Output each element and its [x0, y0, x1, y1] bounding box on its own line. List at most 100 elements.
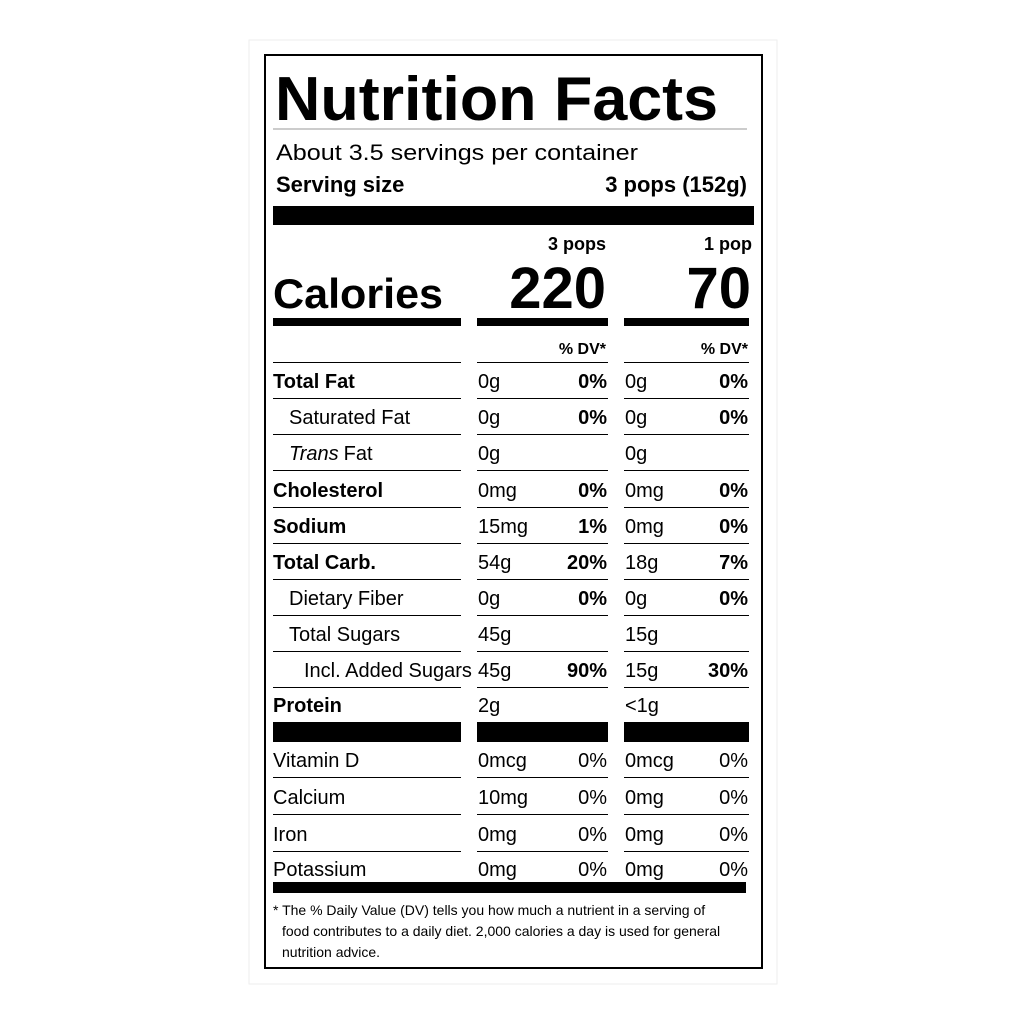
rule: [477, 851, 608, 852]
nutrient-name: Total Sugars: [289, 624, 400, 646]
amount: 2g: [478, 695, 500, 717]
calories-label: Calories: [273, 270, 443, 317]
amount: 0mcg: [478, 750, 527, 772]
daily-value: 0%: [719, 588, 748, 610]
daily-value: 0%: [578, 371, 607, 393]
nutrient-name: Cholesterol: [273, 480, 383, 502]
daily-value: 90%: [567, 660, 607, 682]
nutrient-name: Total Carb.: [273, 552, 376, 574]
vitamin-name: Iron: [273, 824, 307, 846]
daily-value: 1%: [578, 516, 607, 538]
amount: 45g: [478, 624, 511, 646]
amount: 0mg: [478, 480, 517, 502]
amount: 15g: [625, 660, 658, 682]
daily-value: 0%: [719, 859, 748, 881]
thick-bar: [273, 206, 754, 225]
rule: [477, 777, 608, 778]
rule: [273, 507, 461, 508]
amount: 0g: [478, 588, 500, 610]
daily-value: 0%: [719, 516, 748, 538]
thick-bar: [273, 722, 461, 742]
daily-value: 0%: [578, 859, 607, 881]
rule: [273, 851, 461, 852]
amount: 0g: [625, 443, 647, 465]
nutrient-name: Incl. Added Sugars: [304, 660, 472, 682]
amount: 15g: [625, 624, 658, 646]
daily-value: 30%: [708, 660, 748, 682]
amount: 0mg: [478, 824, 517, 846]
rule: [624, 651, 749, 652]
rule: [477, 615, 608, 616]
vitamin-name: Vitamin D: [273, 750, 359, 772]
column-header: 3 pops: [548, 234, 606, 254]
amount: 0g: [625, 588, 647, 610]
rule: [477, 579, 608, 580]
dv-header: % DV*: [559, 341, 607, 358]
daily-value: 0%: [578, 480, 607, 502]
rule: [624, 470, 749, 471]
footnote: * The % Daily Value (DV) tells you how m…: [273, 902, 705, 918]
nutrient-name: Total Fat: [273, 371, 355, 393]
title: Nutrition Facts: [275, 65, 718, 134]
daily-value: 0%: [719, 824, 748, 846]
rule: [273, 470, 461, 471]
vitamin-name: Potassium: [273, 859, 366, 881]
vitamin-name: Calcium: [273, 787, 345, 809]
card: [248, 39, 778, 985]
rule: [477, 362, 608, 363]
rule: [624, 851, 749, 852]
daily-value: 0%: [719, 750, 748, 772]
daily-value: 0%: [719, 480, 748, 502]
amount: 0mg: [625, 480, 664, 502]
amount: 0g: [625, 371, 647, 393]
rule: [273, 434, 461, 435]
rule: [624, 615, 749, 616]
nutrient-name: Dietary Fiber: [289, 588, 404, 610]
rule: [273, 543, 461, 544]
daily-value: 0%: [719, 787, 748, 809]
amount: 10mg: [478, 787, 528, 809]
amount: 0mg: [625, 516, 664, 538]
thick-bar: [624, 722, 749, 742]
nutrient-name-rest: Fat: [344, 443, 373, 465]
rule: [624, 398, 749, 399]
amount: 0g: [478, 371, 500, 393]
amount: <1g: [625, 695, 659, 717]
daily-value: 0%: [719, 371, 748, 393]
rule: [273, 362, 461, 363]
daily-value: 0%: [578, 588, 607, 610]
rule: [477, 470, 608, 471]
amount: 15mg: [478, 516, 528, 538]
rule: [273, 615, 461, 616]
amount: 0mg: [478, 859, 517, 881]
footnote: food contributes to a daily diet. 2,000 …: [282, 923, 720, 939]
daily-value: 0%: [578, 407, 607, 429]
calories-value: 220: [509, 256, 606, 321]
amount: 0g: [478, 407, 500, 429]
amount: 0mg: [625, 859, 664, 881]
amount: 18g: [625, 552, 658, 574]
rule: [477, 507, 608, 508]
servings: About 3.5 servings per container: [276, 140, 638, 165]
nutrient-name-italic: Trans: [289, 443, 339, 465]
daily-value: 7%: [719, 552, 748, 574]
daily-value: 0%: [578, 824, 607, 846]
rule: [624, 543, 749, 544]
amount: 0mg: [625, 824, 664, 846]
rule: [273, 579, 461, 580]
rule: [273, 651, 461, 652]
thick-bar: [624, 318, 749, 326]
rule: [273, 814, 461, 815]
thick-bar: [477, 722, 608, 742]
rule: [477, 398, 608, 399]
rule: [624, 579, 749, 580]
amount: 45g: [478, 660, 511, 682]
rule: [477, 814, 608, 815]
rule: [624, 814, 749, 815]
thick-bar: [273, 318, 461, 326]
amount: 0g: [625, 407, 647, 429]
rule: [477, 434, 608, 435]
calories-value: 70: [686, 256, 751, 321]
serving-size-label: Serving size: [276, 172, 404, 197]
